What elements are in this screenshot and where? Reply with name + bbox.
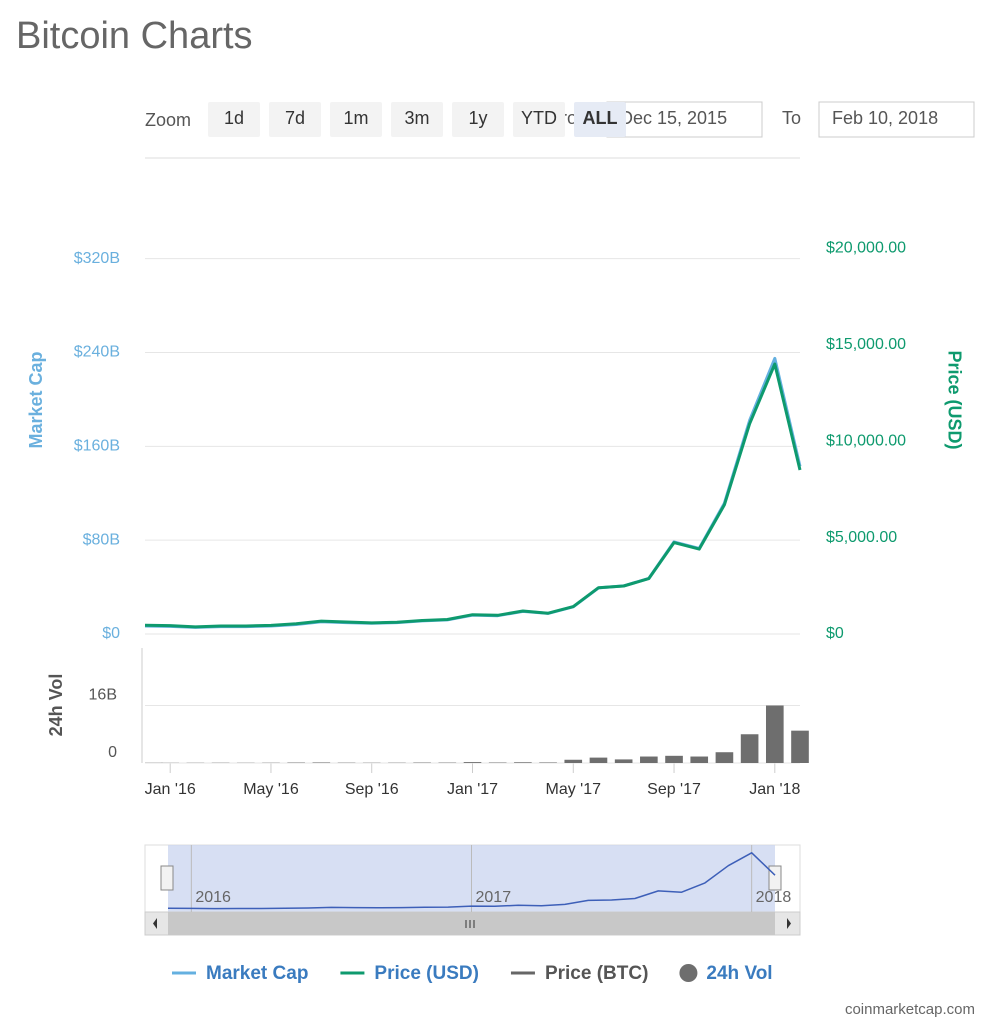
volume-bar	[463, 762, 482, 763]
y2-tick-label: $15,000.00	[826, 336, 906, 353]
y-tick-label: 0	[108, 744, 117, 761]
zoom-button-label: 1y	[468, 108, 487, 128]
zoom-button-label: 7d	[285, 108, 305, 128]
x-tick-label: Jan '17	[447, 781, 498, 798]
navigator-line	[167, 852, 776, 910]
x-tick-label: Sep '17	[647, 781, 701, 798]
volume-bar	[765, 705, 784, 763]
volume-bar	[564, 759, 583, 763]
from-value: Dec 15, 2015	[620, 108, 727, 128]
y-axis-title: 24h Vol	[46, 674, 66, 737]
legend-label[interactable]: Market Cap	[206, 963, 308, 984]
zoom-button[interactable]	[330, 102, 382, 137]
scroll-right[interactable]	[787, 918, 791, 929]
navigator-handle[interactable]	[160, 865, 174, 891]
volume-bar	[539, 762, 557, 763]
zoom-button-label: 3m	[404, 108, 429, 128]
y2-axis-title: Price (USD)	[944, 350, 964, 449]
y-tick-label: $80B	[83, 531, 120, 548]
series-line	[144, 362, 802, 629]
y-tick-label: 16B	[89, 687, 117, 704]
zoom-button[interactable]	[391, 102, 443, 137]
volume-bar	[614, 759, 633, 763]
credit: coinmarketcap.com	[845, 1001, 975, 1018]
zoom-button[interactable]	[452, 102, 504, 137]
volume-bar	[589, 757, 608, 763]
legend-label[interactable]: Price (BTC)	[545, 963, 648, 984]
x-tick-label: Jan '16	[145, 781, 196, 798]
y-tick-label: $0	[102, 625, 120, 642]
volume-bar	[690, 756, 709, 763]
to-label: To	[782, 108, 801, 128]
volume-bar	[715, 752, 734, 763]
page-title: Bitcoin Charts	[16, 15, 253, 57]
navigator-tick-label: 2017	[476, 889, 512, 906]
scrollbar-thumb[interactable]	[168, 912, 775, 935]
legend-symbol[interactable]	[679, 964, 698, 982]
zoom-button[interactable]	[208, 102, 260, 137]
volume-bar	[640, 756, 658, 763]
volume-bar	[514, 762, 532, 763]
volume-bar	[791, 730, 809, 763]
zoom-label: Zoom	[145, 110, 191, 130]
y2-tick-label: $0	[826, 625, 844, 642]
x-tick-label: May '16	[243, 781, 299, 798]
y-tick-label: $320B	[74, 250, 120, 267]
to-input[interactable]	[818, 101, 975, 138]
y-axis-title: Market Cap	[26, 351, 46, 448]
legend-label[interactable]: Price (USD)	[374, 963, 479, 984]
volume-bar	[312, 762, 331, 763]
y2-tick-label: $10,000.00	[826, 432, 906, 449]
zoom-button[interactable]	[574, 102, 626, 137]
navigator-tick-label: 2016	[195, 889, 231, 906]
zoom-button-label: YTD	[521, 108, 557, 128]
scroll-left[interactable]	[153, 918, 157, 929]
zoom-button-label: ALL	[583, 108, 618, 128]
zoom-button[interactable]	[513, 102, 565, 137]
x-tick-label: Jan '18	[749, 781, 800, 798]
scroll-grip	[465, 920, 475, 928]
from-input[interactable]	[606, 101, 763, 138]
zoom-button-label: 1m	[343, 108, 368, 128]
x-tick-label: Sep '16	[345, 781, 399, 798]
series-line	[144, 356, 802, 629]
volume-bar	[740, 734, 759, 763]
y2-tick-label: $5,000.00	[826, 529, 897, 546]
y-tick-label: $160B	[74, 438, 120, 455]
volume-bar	[665, 755, 683, 763]
legend-label[interactable]: 24h Vol	[706, 963, 772, 984]
navigator-handle[interactable]	[768, 865, 782, 891]
y2-tick-label: $20,000.00	[826, 239, 906, 256]
to-value: Feb 10, 2018	[832, 108, 938, 128]
zoom-button[interactable]	[269, 102, 321, 137]
x-tick-label: May '17	[546, 781, 602, 798]
y-tick-label: $240B	[74, 344, 120, 361]
zoom-button-label: 1d	[224, 108, 244, 128]
navigator-tick-label: 2018	[756, 889, 792, 906]
